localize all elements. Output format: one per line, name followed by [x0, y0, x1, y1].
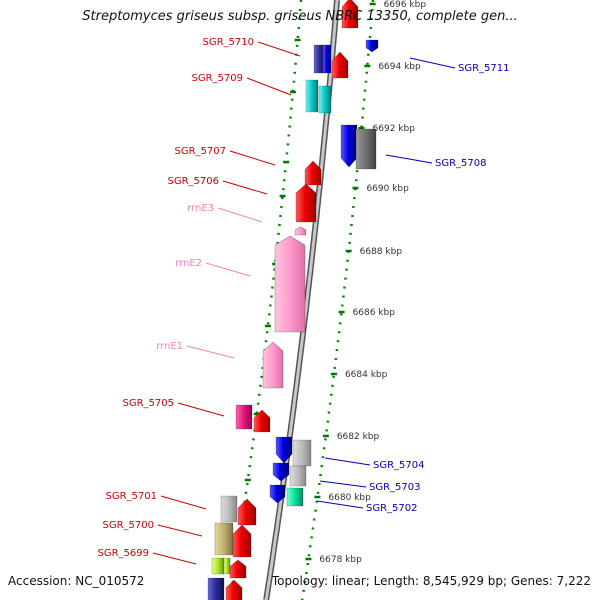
- label-leader-line: [409, 57, 456, 69]
- gene-arrow: [295, 183, 317, 223]
- forward-gene-label: SGR_5710: [203, 37, 255, 48]
- genome-summary: Topology: linear; Length: 8,545,929 bp; …: [271, 574, 591, 588]
- label-leader-line: [152, 552, 197, 565]
- gene-box: [286, 487, 304, 507]
- label-leader-line: [316, 500, 364, 509]
- gene-box: [223, 557, 231, 575]
- reverse-gene-label: SGR_5704: [373, 460, 425, 471]
- gene-features: [207, 0, 379, 600]
- forward-track-line: [228, 0, 303, 600]
- gene-arrow: [269, 484, 286, 504]
- reverse-gene-label: SGR_5702: [366, 503, 418, 514]
- forward-gene-label: SGR_5707: [175, 146, 227, 157]
- reverse-gene-label: SGR_5703: [369, 482, 421, 493]
- gene-labels: SGR_5710 SGR_5709 SGR_5707 SGR_5706 rrnE3 rrn…: [98, 37, 510, 565]
- gene-box: [211, 557, 225, 575]
- gene-box: [289, 465, 307, 487]
- accession-text: Accession: NC_010572: [8, 574, 145, 588]
- forward-gene-label: SGR_5706: [168, 176, 220, 187]
- gene-arrow: [294, 226, 307, 236]
- gene-arrow: [331, 51, 349, 79]
- gene-box: [318, 85, 332, 114]
- gene-box: [214, 522, 234, 556]
- label-leader-line: [319, 480, 367, 488]
- gene-arrow: [275, 436, 293, 464]
- label-leader-line: [385, 154, 433, 164]
- forward-gene-label: rrnE3: [187, 203, 214, 214]
- gene-box: [355, 128, 377, 170]
- scale-tick-label: 6688 kbp: [360, 247, 403, 257]
- reverse-gene-label: SGR_5708: [435, 158, 487, 169]
- gene-arrow: [272, 462, 290, 482]
- gene-arrow: [232, 524, 252, 558]
- forward-gene-label: rrnE1: [156, 341, 183, 352]
- gene-arrow: [365, 39, 379, 53]
- label-leader-line: [324, 457, 371, 466]
- label-leader-line: [205, 262, 251, 277]
- gene-arrow: [340, 124, 358, 168]
- gene-box: [207, 577, 225, 600]
- gene-box: [292, 439, 312, 467]
- label-leader-line: [229, 150, 276, 166]
- scale-tick-label: 6686 kbp: [353, 308, 396, 318]
- forward-gene-label: rrnE2: [175, 258, 202, 269]
- scale-tick-label: 6694 kbp: [378, 62, 421, 72]
- gene-box: [322, 44, 332, 74]
- scale-tick-label: 6680 kbp: [328, 493, 371, 503]
- label-leader-line: [177, 402, 225, 417]
- forward-gene-label: SGR_5699: [98, 548, 150, 559]
- gene-arrow: [304, 160, 322, 186]
- label-leader-line: [160, 495, 207, 510]
- gene-arrow: [229, 559, 247, 579]
- gene-arrow: [253, 409, 271, 433]
- gene-arrow: [262, 341, 284, 389]
- scale-tick-label: 6678 kbp: [319, 555, 362, 565]
- gene-arrow: [274, 235, 306, 333]
- gene-box: [305, 79, 319, 113]
- map-title: Streptomyces griseus subsp. griseus NBRC…: [82, 9, 518, 24]
- gene-box: [235, 404, 253, 430]
- label-leader-line: [257, 41, 301, 57]
- scale-tick-label: 6696 kbp: [384, 0, 427, 10]
- forward-gene-label: SGR_5705: [123, 398, 175, 409]
- gene-arrow: [341, 0, 359, 29]
- scale-tick-label: 6692 kbp: [373, 124, 416, 134]
- label-leader-line: [186, 345, 235, 359]
- dotted-tracks: [228, 0, 375, 600]
- forward-gene-label: SGR_5709: [192, 73, 244, 84]
- gene-box: [220, 495, 238, 523]
- scale-tick-label: 6684 kbp: [345, 370, 388, 380]
- reverse-track-line: [300, 0, 375, 600]
- label-leader-line: [157, 524, 203, 537]
- gene-arrow: [237, 498, 257, 526]
- label-leader-line: [246, 77, 292, 96]
- scale-tick-label: 6682 kbp: [337, 432, 380, 442]
- scale-tick-label: 6690 kbp: [366, 184, 409, 194]
- forward-gene-label: SGR_5700: [103, 520, 155, 531]
- gene-arrow: [225, 579, 243, 600]
- reverse-gene-label: SGR_5711: [458, 63, 510, 74]
- forward-gene-label: SGR_5701: [106, 491, 158, 502]
- label-leader-line: [217, 207, 263, 223]
- label-leader-line: [222, 180, 268, 195]
